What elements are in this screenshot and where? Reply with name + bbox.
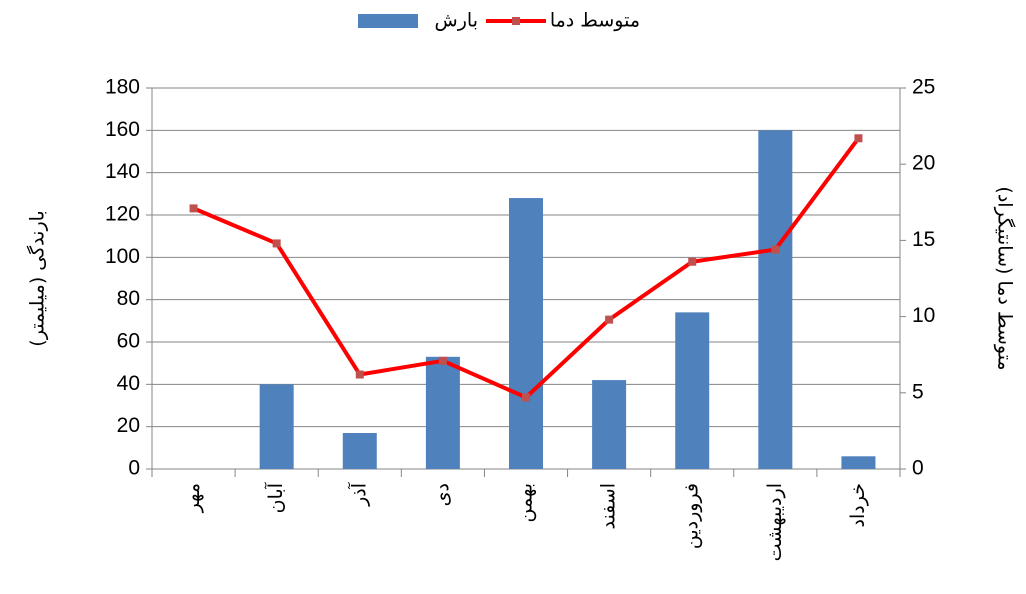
x-tick-label: مهر (182, 483, 204, 513)
y-tick-label: 0 (128, 457, 140, 480)
marker (189, 204, 198, 213)
y-tick-label: 80 (117, 287, 140, 310)
bar (509, 198, 543, 470)
y-tick-label: 100 (105, 245, 140, 268)
marker (355, 370, 364, 379)
y2-tick-label: 15 (912, 228, 935, 251)
y-axis-title: بارندگی (میلیمتر) (26, 210, 49, 346)
bar (425, 356, 460, 469)
bar (675, 312, 710, 469)
y-tick-label: 160 (105, 118, 140, 141)
y2-tick-label: 5 (912, 380, 924, 403)
x-tick-label: آبان (263, 482, 287, 513)
bar (592, 380, 627, 469)
legend-swatch (512, 17, 520, 25)
legend-swatch (358, 14, 418, 28)
x-tick-label: اردیبهشت (764, 483, 786, 561)
y2-tick-label: 0 (912, 457, 924, 480)
x-tick-label: بهمن (515, 483, 537, 523)
y2-axis-title: متوسط دما (سانتیگراد) (994, 186, 1017, 370)
marker (272, 239, 281, 248)
y-tick-label: 120 (105, 203, 140, 226)
marker (605, 315, 614, 324)
y-tick-label: 60 (117, 330, 140, 353)
y-tick-label: 20 (117, 414, 140, 437)
x-tick-label: دی (431, 483, 453, 506)
y2-tick-label: 20 (912, 152, 935, 175)
marker (438, 356, 447, 365)
x-tick-label: اسفند (598, 483, 620, 530)
legend-label: بارش (435, 10, 478, 32)
x-tick-label: فروردین (681, 483, 703, 549)
y2-tick-label: 10 (912, 304, 935, 327)
legend-label: متوسط دما (550, 10, 640, 32)
y2-tick-label: 25 (912, 76, 935, 99)
marker (854, 134, 863, 143)
bar (259, 384, 294, 469)
y-tick-label: 180 (105, 76, 140, 99)
y-tick-label: 40 (117, 372, 140, 395)
marker (688, 257, 697, 266)
x-tick-label: آذر (346, 482, 370, 507)
marker (771, 245, 780, 254)
bar (342, 433, 377, 469)
marker (522, 393, 530, 402)
bar (841, 456, 876, 469)
x-tick-label: خرداد (847, 483, 869, 527)
bar (758, 130, 793, 470)
y-tick-label: 140 (105, 160, 140, 183)
